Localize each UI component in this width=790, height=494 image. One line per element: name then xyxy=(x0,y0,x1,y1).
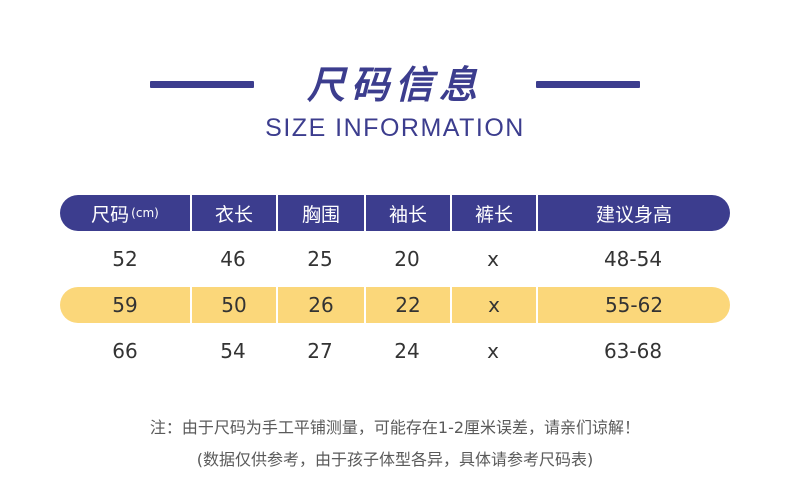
title-line-right xyxy=(536,81,640,88)
cell-sleeve: 20 xyxy=(394,247,420,271)
cell-size: 52 xyxy=(112,247,138,271)
header-height: 建议身高 xyxy=(536,195,730,231)
cell-sleeve: 22 xyxy=(364,287,450,323)
header-pants: 裤长 xyxy=(450,195,536,231)
cell-length: 46 xyxy=(220,247,246,271)
cell-chest: 25 xyxy=(307,247,333,271)
table-row: 66 54 27 24 x 63-68 xyxy=(60,333,730,369)
size-table: 尺码 (cm) 衣长 胸围 袖长 裤长 建议身高 52 46 25 20 x 48… xyxy=(60,195,730,369)
cell-pants: x xyxy=(487,247,499,271)
cell-size: 59 xyxy=(112,293,138,317)
cell-chest: 26 xyxy=(276,287,364,323)
header-length: 衣长 xyxy=(190,195,276,231)
title-english: SIZE INFORMATION xyxy=(265,114,525,142)
note-measurement-error: 注：由于尺码为手工平铺测量，可能存在1-2厘米误差，请亲们谅解！ xyxy=(149,418,641,437)
cell-chest: 27 xyxy=(307,339,333,363)
title-chinese: 尺码信息 xyxy=(306,62,483,107)
cell-pants: x xyxy=(487,339,499,363)
header-size-unit: (cm) xyxy=(131,206,159,220)
cell-height: 48-54 xyxy=(603,247,663,271)
cell-sleeve: 24 xyxy=(394,339,420,363)
cell-height: 55-62 xyxy=(536,287,730,323)
table-row: 59 50 26 22 x 55-62 xyxy=(60,287,730,323)
cell-length: 50 xyxy=(190,287,276,323)
title-line-left xyxy=(150,81,254,88)
table-row: 52 46 25 20 x 48-54 xyxy=(60,241,730,277)
header-chest: 胸围 xyxy=(276,195,364,231)
note-reference: (数据仅供参考，由于孩子体型各异，具体请参考尺码表) xyxy=(196,450,594,469)
cell-size: 66 xyxy=(112,339,138,363)
cell-height: 63-68 xyxy=(603,339,663,363)
header-size-label: 尺码 xyxy=(91,203,130,226)
header-sleeve: 袖长 xyxy=(364,195,450,231)
table-header-row: 尺码 (cm) 衣长 胸围 袖长 裤长 建议身高 xyxy=(60,195,730,231)
cell-pants: x xyxy=(450,287,536,323)
header-size: 尺码 (cm) xyxy=(60,195,190,231)
cell-length: 54 xyxy=(220,339,246,363)
title-row: 尺码信息 xyxy=(0,62,790,108)
